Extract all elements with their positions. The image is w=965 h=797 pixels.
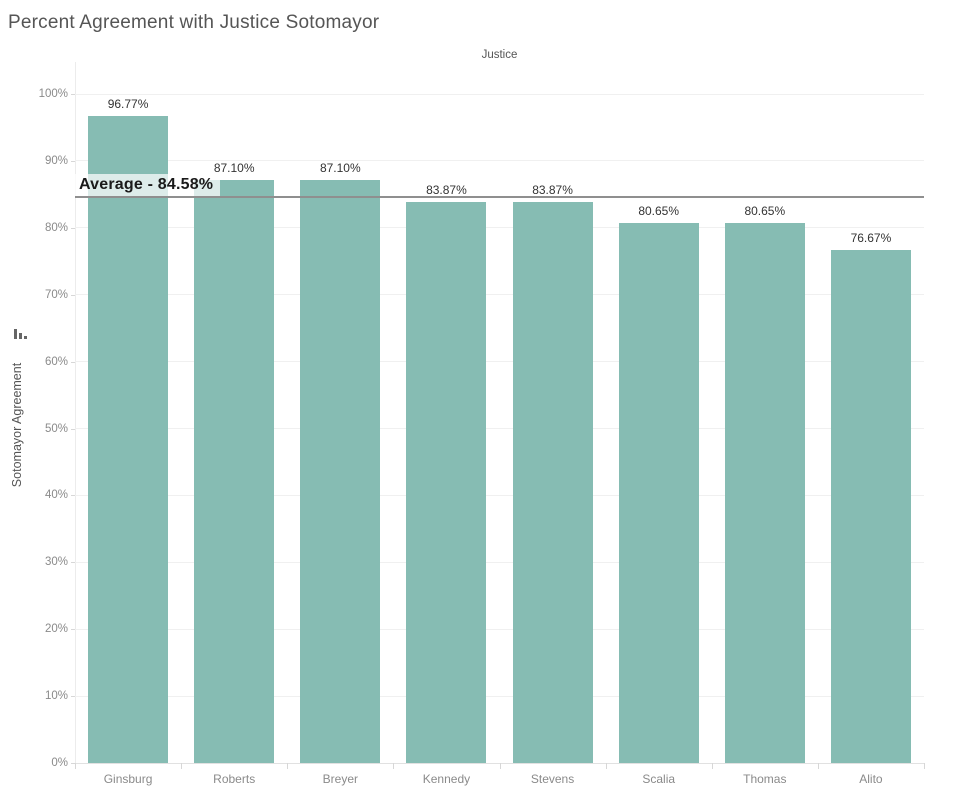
y-axis-tick-label: 80%: [44, 221, 68, 234]
y-axis-tick-label: 20%: [44, 623, 68, 636]
gridline: [75, 227, 924, 229]
bar-value-label: 96.77%: [107, 96, 149, 111]
x-axis-label[interactable]: Breyer: [322, 772, 358, 786]
bar[interactable]: [300, 180, 381, 763]
x-axis-label[interactable]: Roberts: [213, 772, 256, 786]
bar[interactable]: [830, 250, 911, 763]
y-axis-tick-label: 10%: [44, 690, 68, 703]
chart-title: Percent Agreement with Justice Sotomayor: [8, 12, 380, 33]
gridline: [75, 428, 924, 429]
x-axis-tick-mark: [499, 763, 501, 769]
x-axis-tick-mark: [287, 763, 289, 769]
y-axis-tick-mark: [71, 227, 75, 229]
gridline: [75, 561, 924, 563]
bar-value-label: 80.65%: [638, 204, 680, 219]
y-axis-tick-mark: [71, 629, 75, 631]
x-axis-tick-mark: [75, 763, 76, 769]
y-axis-line: [75, 62, 76, 763]
y-axis-tick-mark: [71, 94, 75, 95]
x-axis-tick-mark: [605, 763, 607, 769]
y-axis-tick-mark: [71, 160, 75, 162]
x-axis-tick-mark: [711, 763, 713, 769]
x-axis-label[interactable]: Scalia: [642, 772, 676, 786]
y-axis-tick-label: 50%: [44, 422, 68, 435]
x-axis-label[interactable]: Kennedy: [422, 772, 471, 786]
bar[interactable]: [512, 201, 593, 763]
y-axis-tick-label: 30%: [44, 556, 68, 569]
average-line-label: Average - 84.58%: [75, 174, 221, 197]
y-axis-tick-mark: [71, 294, 75, 296]
gridline: [75, 361, 924, 363]
x-axis-tick-mark: [924, 763, 925, 769]
bar[interactable]: [724, 223, 805, 763]
x-axis-label[interactable]: Alito: [859, 772, 883, 786]
gridline: [75, 160, 924, 162]
y-axis-tick-mark: [71, 361, 75, 363]
gridline: [75, 494, 924, 496]
y-axis-tick-mark: [71, 495, 75, 497]
y-axis-tick-label: 70%: [44, 288, 68, 301]
y-axis-tick-label: 40%: [44, 489, 68, 502]
y-axis-tick-mark: [71, 696, 75, 698]
x-axis-label[interactable]: Stevens: [530, 772, 575, 786]
x-axis-tick-mark: [393, 763, 395, 769]
column-field-label: Justice: [481, 49, 518, 61]
y-axis-tick-label: 60%: [44, 355, 68, 368]
bar-value-label: 83.87%: [532, 182, 573, 197]
x-axis-label[interactable]: Thomas: [743, 772, 787, 786]
bar[interactable]: [406, 201, 487, 763]
x-axis-tick-mark: [181, 763, 183, 769]
bar[interactable]: [88, 115, 169, 763]
sort-descending-icon[interactable]: [14, 328, 28, 339]
y-axis-tick-mark: [71, 428, 75, 430]
y-axis-tick-label: 100%: [38, 88, 68, 100]
x-axis-label[interactable]: Ginsburg: [103, 772, 153, 786]
gridline: [75, 695, 924, 697]
bar[interactable]: [618, 223, 699, 763]
gridline: [75, 628, 924, 630]
bar[interactable]: [194, 180, 275, 763]
y-axis-tick-mark: [71, 763, 75, 764]
gridline: [75, 93, 924, 95]
gridline: [75, 294, 924, 296]
y-axis-tick-label: 0%: [51, 757, 68, 769]
average-reference-line: [75, 196, 924, 199]
bar-value-label: 80.65%: [744, 204, 786, 219]
bar-value-label: 87.10%: [213, 161, 255, 176]
bar-value-label: 83.87%: [426, 182, 467, 197]
bar-value-label: 76.67%: [850, 231, 892, 246]
bar-value-label: 87.10%: [319, 161, 361, 176]
x-axis-tick-mark: [817, 763, 819, 769]
y-axis-tick-mark: [71, 562, 75, 564]
y-axis-tick-label: 90%: [44, 154, 68, 167]
